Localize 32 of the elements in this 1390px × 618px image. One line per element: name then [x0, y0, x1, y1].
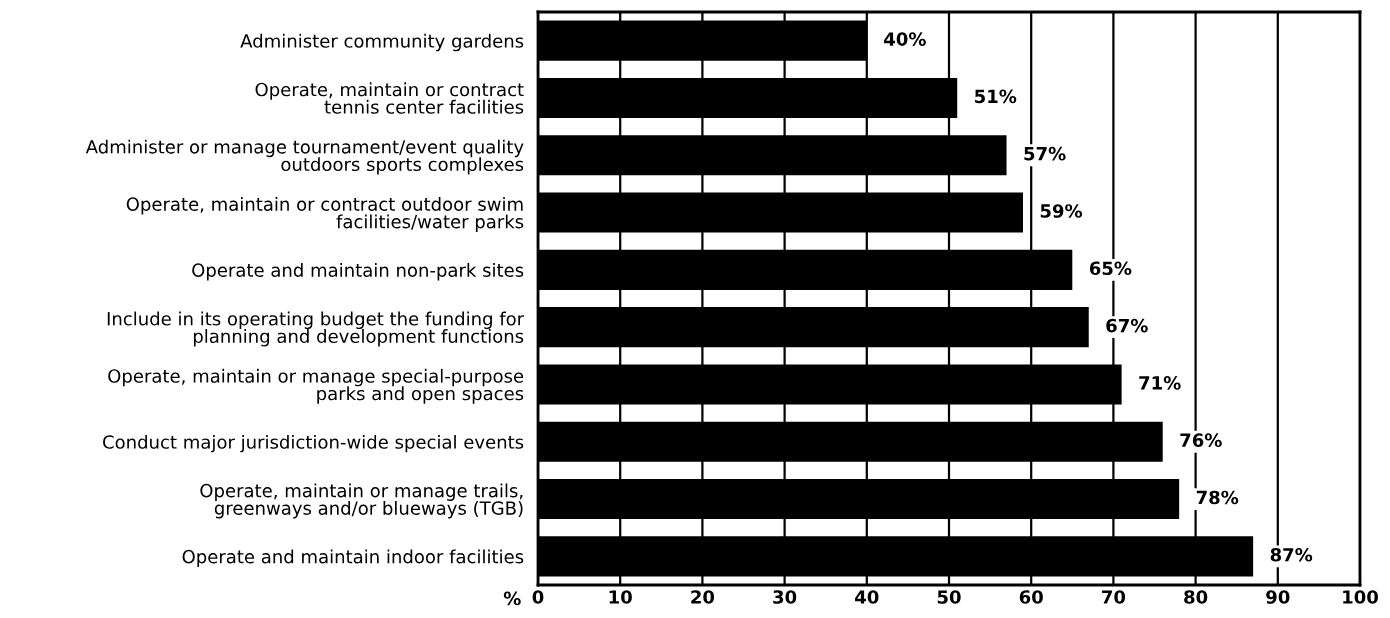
- x-tick-label: 40: [855, 590, 879, 604]
- x-tick-label: 30: [773, 590, 797, 604]
- data-label: 57%: [1024, 146, 1066, 161]
- data-label: 71%: [1139, 376, 1181, 390]
- data-label: 65%: [1089, 261, 1132, 276]
- x-tick-label: 70: [1102, 590, 1126, 604]
- data-label: 78%: [1196, 490, 1239, 505]
- data-label: 87%: [1270, 547, 1313, 562]
- y-tick-label: Operate, maintain or contract outdoor swim facilities/water parks: [126, 196, 524, 232]
- x-tick-label: 50: [937, 590, 961, 604]
- y-tick-label: Operate, maintain or contract tennis center facilities: [255, 82, 524, 114]
- x-tick-label: 90: [1266, 590, 1290, 604]
- y-tick-label: Conduct major jurisdiction-wide special events: [103, 434, 524, 453]
- y-tick-label: Administer or manage tournament/event quality outdoors sports complexes: [85, 139, 524, 175]
- x-tick-label: 60: [1019, 590, 1043, 604]
- data-label: 51%: [975, 89, 1017, 104]
- x-tick-label: 80: [1184, 590, 1208, 604]
- y-tick-label: Operate, maintain or manage special-purpose parks and open spaces: [108, 368, 524, 404]
- y-tick-label: Operate, maintain or manage trails, greenways and/or blueways (TGB): [200, 483, 523, 519]
- y-tick-label: Operate and maintain indoor facilities: [182, 549, 524, 567]
- data-label: 76%: [1180, 433, 1222, 447]
- x-tick-label: 0: [532, 590, 544, 604]
- x-axis-title: %: [503, 591, 521, 606]
- y-tick-label: Include in its operating budget the funding for planning and development functions: [107, 311, 525, 347]
- y-tick-label: Operate and maintain non-park sites: [192, 262, 524, 281]
- x-tick-label: 100: [1343, 590, 1378, 604]
- x-tick-label: 20: [691, 590, 715, 604]
- data-label: 59%: [1040, 204, 1083, 218]
- y-tick-label: Administer community gardens: [240, 33, 524, 52]
- data-label: 40%: [884, 32, 926, 46]
- data-label: 67%: [1106, 318, 1148, 333]
- x-tick-label: 10: [609, 590, 632, 604]
